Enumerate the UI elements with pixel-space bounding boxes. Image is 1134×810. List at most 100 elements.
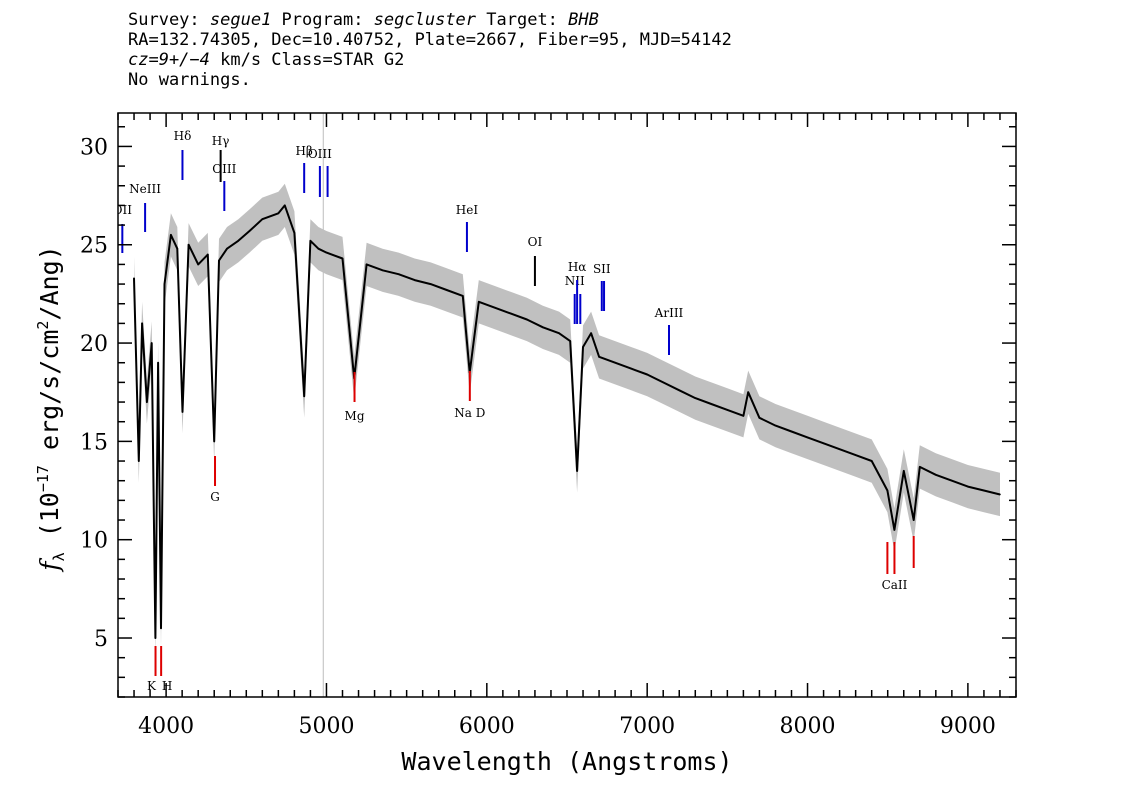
plot-frame bbox=[117, 112, 1017, 698]
header-line-survey: Survey: segue1 Program: segcluster Targe… bbox=[128, 10, 732, 30]
axes: 4000 5000 6000 7000 8000 9000 5 10 15 20 25 30 bbox=[80, 112, 1017, 739]
emission-line-label: Hγ bbox=[212, 134, 230, 148]
absorption-line-label: Mg bbox=[345, 409, 365, 423]
flux-point bbox=[558, 332, 560, 335]
flux-point bbox=[870, 460, 873, 462]
flux-point bbox=[494, 306, 496, 309]
emission-line-label: SII bbox=[593, 262, 611, 276]
header-line-redshift: cz=9+/−4 km/s Class=STAR G2 bbox=[128, 50, 732, 70]
y-tick-label: 25 bbox=[80, 234, 108, 259]
flux-point bbox=[187, 243, 190, 246]
flux-point bbox=[226, 247, 228, 250]
flux-point bbox=[790, 430, 793, 433]
flux-point bbox=[150, 342, 153, 344]
emission-line-label: Hδ bbox=[174, 129, 192, 143]
emission-line-label: OIII bbox=[308, 147, 332, 161]
flux-point bbox=[309, 240, 312, 242]
flux-point bbox=[838, 448, 841, 451]
y-axis-title-exponent: −17 bbox=[34, 465, 52, 492]
x-tick-label: 7000 bbox=[619, 714, 675, 739]
flux-point bbox=[710, 403, 713, 405]
flux-point bbox=[445, 289, 448, 291]
flux-point bbox=[774, 424, 777, 427]
x-tick-label: 8000 bbox=[780, 714, 836, 739]
flux-point bbox=[213, 440, 216, 443]
absorption-line-label: CaII bbox=[882, 578, 908, 592]
program-prefix: Program: bbox=[271, 10, 374, 30]
flux-point bbox=[542, 326, 544, 329]
header-line-warnings: No warnings. bbox=[128, 70, 251, 90]
flux-point bbox=[694, 397, 697, 399]
flux-point bbox=[461, 295, 464, 297]
emission-line-label: Hβ bbox=[295, 144, 312, 158]
flux-point bbox=[854, 454, 857, 456]
flux-point bbox=[341, 257, 344, 260]
flux-point bbox=[317, 247, 320, 250]
absorption-line-label: H bbox=[162, 679, 172, 693]
flux-point bbox=[742, 415, 745, 417]
flux-point bbox=[478, 300, 480, 303]
class-text: km/s Class=STAR G2 bbox=[209, 50, 405, 70]
flux-point bbox=[277, 212, 280, 215]
flux-point bbox=[886, 489, 889, 492]
emission-line-label: HeI bbox=[456, 203, 479, 217]
flux-point bbox=[614, 361, 616, 364]
flux-point bbox=[999, 493, 1001, 496]
survey-prefix: Survey: bbox=[128, 10, 210, 30]
emission-line-label: OI bbox=[528, 235, 543, 249]
flux-point bbox=[510, 312, 512, 315]
program-name: segcluster bbox=[373, 10, 477, 30]
y-axis-title-close: /Ang) bbox=[35, 245, 64, 320]
flux-point bbox=[893, 529, 896, 531]
emission-line-label: NII bbox=[565, 274, 585, 288]
absorption-line-label: G bbox=[210, 490, 220, 504]
flux-point bbox=[646, 373, 648, 376]
emission-line-label: OIII bbox=[212, 162, 236, 176]
x-tick-label: 4000 bbox=[138, 714, 194, 739]
emission-line-label: ArIII bbox=[654, 306, 684, 320]
flux-point bbox=[951, 479, 953, 482]
flux-point bbox=[912, 519, 915, 521]
flux-point bbox=[726, 409, 729, 411]
target-name: BHB bbox=[568, 10, 599, 30]
y-tick-label: 30 bbox=[80, 135, 108, 160]
y-axis-title-units: erg/s/cm bbox=[35, 330, 64, 465]
absorption-line-label: K bbox=[147, 679, 157, 693]
flux-point bbox=[429, 283, 432, 285]
y-tick-label: 20 bbox=[80, 332, 108, 357]
flux-point bbox=[806, 436, 809, 439]
y-axis-title-squared: 2 bbox=[34, 321, 52, 330]
y-tick-label: 15 bbox=[80, 430, 108, 455]
flux-point bbox=[181, 411, 184, 413]
emission-line-label: NeIII bbox=[129, 182, 161, 196]
error-band bbox=[134, 183, 1000, 660]
flux-point bbox=[662, 381, 665, 384]
flux-point bbox=[758, 416, 761, 419]
target-prefix: Target: bbox=[476, 10, 569, 30]
y-axis-title: fλ (10−17 erg/s/cm2/Ang) bbox=[34, 245, 68, 572]
header-line-coordinates: RA=132.74305, Dec=10.40752, Plate=2667, … bbox=[128, 30, 732, 50]
flux-point bbox=[293, 232, 296, 234]
flux-point bbox=[146, 401, 148, 403]
flux-point bbox=[163, 283, 166, 285]
flux-point bbox=[918, 466, 921, 468]
flux-point bbox=[237, 240, 240, 242]
redshift-value: cz=9+/−4 bbox=[128, 50, 210, 70]
flux-point bbox=[902, 470, 905, 472]
flux-point bbox=[630, 367, 632, 370]
x-axis-title: Wavelength (Angstroms) bbox=[401, 747, 732, 776]
flux-point bbox=[197, 263, 199, 266]
flux-point bbox=[569, 340, 572, 342]
x-tick-label: 6000 bbox=[459, 714, 515, 739]
y-axis-title-lambda: λ bbox=[50, 552, 68, 561]
absorption-line-label: Na D bbox=[454, 406, 485, 420]
flux-point bbox=[747, 391, 750, 394]
flux-point bbox=[413, 279, 416, 281]
flux-point bbox=[935, 474, 937, 476]
flux-point bbox=[967, 485, 969, 488]
y-tick-label: 5 bbox=[94, 627, 108, 652]
flux-point bbox=[138, 460, 140, 462]
